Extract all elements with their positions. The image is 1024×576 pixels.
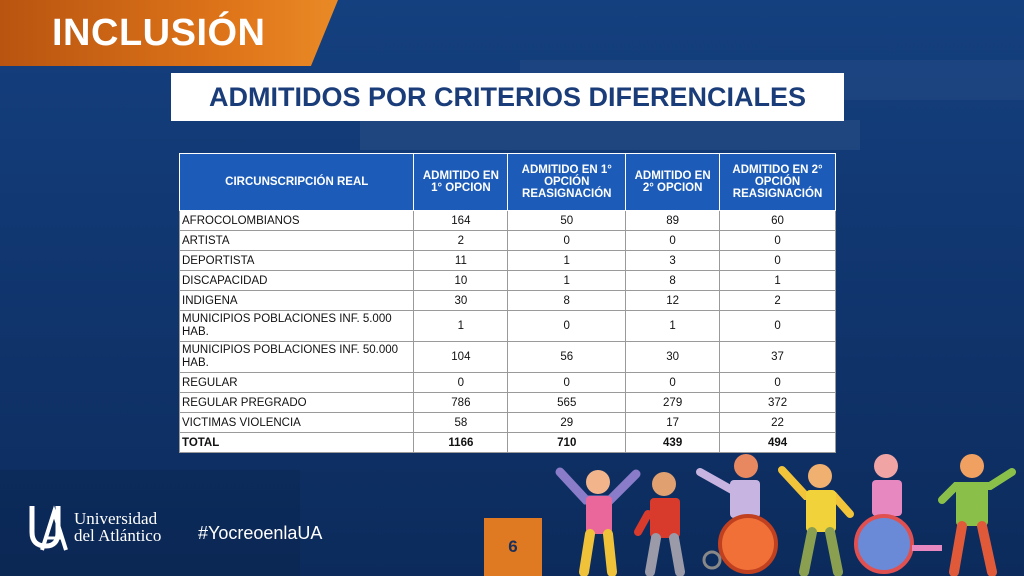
value-cell: 0 — [625, 372, 721, 393]
table-row: ARTISTA 2 0 0 0 — [178, 230, 836, 251]
slide-subtitle: ADMITIDOS POR CRITERIOS DIFERENCIALES — [208, 81, 807, 112]
row-label-cell: REGULAR — [178, 372, 415, 393]
table-row: MUNICIPIOS POBLACIONES INF. 50.000 HAB. 1… — [178, 341, 836, 373]
table-header-row: CIRCUNSCRIPCIÓN REAL ADMITIDO EN 1° OPCI… — [178, 153, 836, 211]
background-band — [360, 120, 860, 150]
row-label-cell: ARTISTA — [178, 230, 415, 251]
row-label-cell: INDIGENA — [178, 290, 415, 311]
value-cell: 0 — [719, 372, 836, 393]
table-row: INDIGENA 30 8 12 2 — [178, 290, 836, 311]
value-cell: 1 — [507, 250, 627, 271]
subtitle-box: ADMITIDOS POR CRITERIOS DIFERENCIALES — [171, 73, 844, 121]
value-cell: 17 — [625, 412, 721, 433]
value-cell: 50 — [507, 210, 627, 231]
table-row: AFROCOLOMBIANOS 164 50 89 60 — [178, 210, 836, 231]
value-cell: 279 — [625, 392, 721, 413]
row-label-cell: TOTAL — [178, 432, 415, 453]
value-cell: 565 — [507, 392, 627, 413]
value-cell: 37 — [719, 341, 836, 373]
value-cell: 30 — [625, 341, 721, 373]
admissions-table: CIRCUNSCRIPCIÓN REAL ADMITIDO EN 1° OPCI… — [178, 153, 836, 453]
table-row: DEPORTISTA 11 1 3 0 — [178, 250, 836, 271]
total-row: TOTAL 1166 710 439 494 — [178, 432, 836, 453]
row-label-cell: MUNICIPIOS POBLACIONES INF. 5.000 HAB. — [178, 310, 415, 342]
value-cell: 12 — [625, 290, 721, 311]
value-cell: 89 — [625, 210, 721, 231]
table-row: REGULAR PREGRADO 786 565 279 372 — [178, 392, 836, 413]
logo-line-2: del Atlántico — [74, 526, 162, 545]
column-header: CIRCUNSCRIPCIÓN REAL — [178, 153, 415, 211]
value-cell: 60 — [719, 210, 836, 231]
value-cell: 2 — [719, 290, 836, 311]
ua-logo-icon — [29, 505, 68, 551]
row-label-cell: MUNICIPIOS POBLACIONES INF. 50.000 HAB. — [178, 341, 415, 373]
column-header: ADMITIDO EN 1° OPCION — [413, 153, 509, 211]
value-cell: 0 — [625, 230, 721, 251]
children-illustration — [555, 454, 1016, 576]
value-cell: 11 — [413, 250, 509, 271]
slide-title: INCLUSIÓN — [52, 12, 266, 54]
column-header: ADMITIDO EN 2° OPCIÓN REASIGNACIÓN — [719, 153, 836, 211]
value-cell: 786 — [413, 392, 509, 413]
table-row: DISCAPACIDAD 10 1 8 1 — [178, 270, 836, 291]
row-label-cell: AFROCOLOMBIANOS — [178, 210, 415, 231]
page-number: 6 — [484, 518, 542, 576]
value-cell: 2 — [413, 230, 509, 251]
university-logo: Universidad del Atlántico — [28, 502, 161, 552]
row-label-cell: VICTIMAS VIOLENCIA — [178, 412, 415, 433]
value-cell: 0 — [507, 230, 627, 251]
hashtag: #YocreoenlaUA — [198, 523, 323, 543]
logo-line-1: Universidad — [74, 509, 158, 528]
value-cell: 3 — [625, 250, 721, 271]
value-cell: 56 — [507, 341, 627, 373]
column-header: ADMITIDO EN 2° OPCION — [625, 153, 721, 211]
value-cell: 8 — [507, 290, 627, 311]
value-cell: 0 — [719, 310, 836, 342]
row-label-cell: REGULAR PREGRADO — [178, 392, 415, 413]
row-label-cell: DEPORTISTA — [178, 250, 415, 271]
value-cell: 30 — [413, 290, 509, 311]
value-cell: 1 — [625, 310, 721, 342]
value-cell: 104 — [413, 341, 509, 373]
value-cell: 1 — [413, 310, 509, 342]
value-cell: 164 — [413, 210, 509, 231]
value-cell: 0 — [507, 372, 627, 393]
value-cell: 0 — [719, 230, 836, 251]
value-cell: 0 — [507, 310, 627, 342]
table-row: REGULAR 0 0 0 0 — [178, 372, 836, 393]
value-cell: 1 — [719, 270, 836, 291]
column-header: ADMITIDO EN 1° OPCIÓN REASIGNACIÓN — [507, 153, 627, 211]
title-banner — [0, 0, 338, 66]
value-cell: 1 — [507, 270, 627, 291]
value-cell: 710 — [507, 432, 627, 453]
value-cell: 22 — [719, 412, 836, 433]
value-cell: 0 — [719, 250, 836, 271]
value-cell: 439 — [625, 432, 721, 453]
row-label-cell: DISCAPACIDAD — [178, 270, 415, 291]
table-row: VICTIMAS VIOLENCIA 58 29 17 22 — [178, 412, 836, 433]
value-cell: 58 — [413, 412, 509, 433]
value-cell: 1166 — [413, 432, 509, 453]
value-cell: 0 — [413, 372, 509, 393]
value-cell: 10 — [413, 270, 509, 291]
value-cell: 29 — [507, 412, 627, 433]
value-cell: 372 — [719, 392, 836, 413]
value-cell: 8 — [625, 270, 721, 291]
table-row: MUNICIPIOS POBLACIONES INF. 5.000 HAB. 1 0… — [178, 310, 836, 342]
value-cell: 494 — [719, 432, 836, 453]
